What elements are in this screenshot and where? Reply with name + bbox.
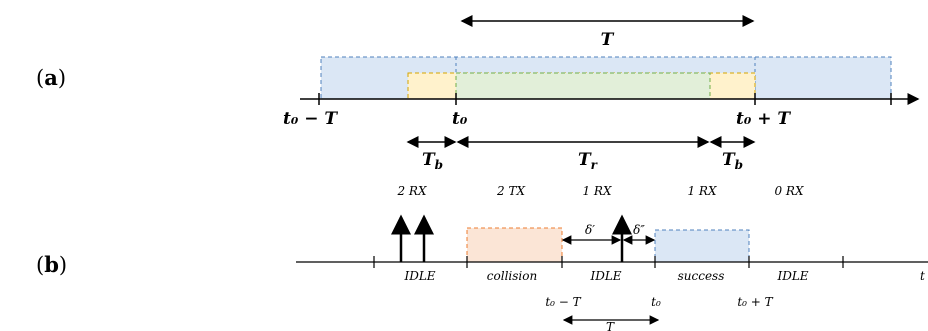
rx-label-5: 0 RX <box>774 184 803 198</box>
collision-box <box>466 227 563 263</box>
state-label-3: IDLE <box>589 269 621 283</box>
core-window <box>455 72 711 100</box>
success-box <box>654 229 750 263</box>
tick-label-b-left: t₀ − T <box>545 295 581 309</box>
rx-label-1: 2 RX <box>396 184 426 198</box>
tb-left-label: Tb <box>422 150 443 172</box>
state-label-1: IDLE <box>403 269 435 283</box>
rx-label-2: 2 TX <box>496 184 525 198</box>
tr-label: Tr <box>578 150 599 172</box>
rx-label-3: 1 RX <box>582 184 611 198</box>
tick-label-a-right: t₀ + T <box>736 109 791 129</box>
rx-label-4: 1 RX <box>687 184 716 198</box>
tick-label-a-mid: t₀ <box>452 109 468 129</box>
panel-a: (a) T t₀ − T t₀ t₀ + T Tb Tr Tb <box>36 15 920 172</box>
tb-right-label: Tb <box>722 150 743 172</box>
state-label-2: collision <box>487 269 537 283</box>
tick-label-a-left: t₀ − T <box>283 109 338 129</box>
delta2-label: δ″ <box>633 223 645 237</box>
delta1-label: δ′ <box>585 223 595 237</box>
state-label-4: success <box>678 269 725 283</box>
period-t-label: T <box>601 30 615 50</box>
tick-label-b-mid: t₀ <box>651 295 661 309</box>
panel-b: (b) 2 RX 2 TX 1 RX 1 RX 0 RX δ′ δ″ IDLE … <box>36 184 928 331</box>
panel-b-label: (b) <box>36 252 67 277</box>
state-label-5: IDLE <box>776 269 808 283</box>
axis-end-label: t <box>920 269 925 283</box>
panel-a-label: (a) <box>36 65 66 90</box>
tick-label-b-right: t₀ + T <box>737 295 773 309</box>
period-t-label-b: T <box>606 320 615 331</box>
